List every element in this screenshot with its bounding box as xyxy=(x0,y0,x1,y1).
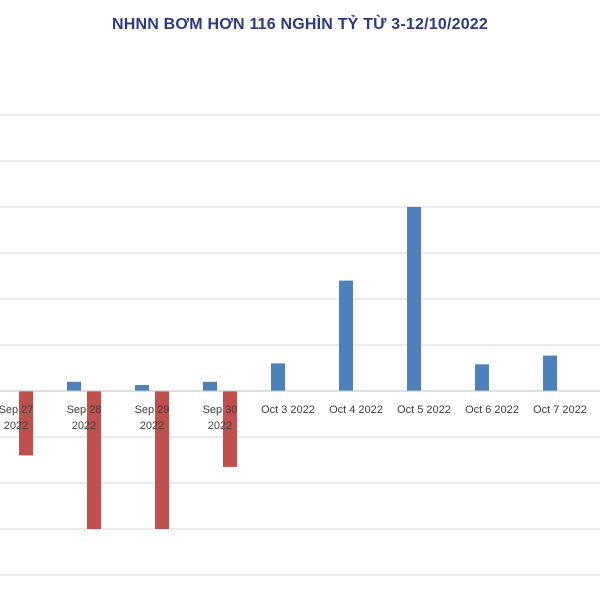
gridlines xyxy=(0,114,600,576)
x-tick-label-year: 2022 xyxy=(72,420,96,432)
bar-series-2-cat-1 xyxy=(19,391,33,456)
x-tick-label: Oct 6 2022 xyxy=(465,404,519,416)
x-tick-label: Sep 28 xyxy=(67,404,102,416)
x-tick-label-year: 2022 xyxy=(140,420,164,432)
x-tick-label: Sep 29 xyxy=(135,404,170,416)
x-tick-label: Sep 30 xyxy=(203,404,238,416)
bar-series-1-cat-7 xyxy=(407,207,421,391)
bar-series-2-cat-4 xyxy=(223,391,237,467)
x-tick-labels: Sep 27 2022 Sep 28 2022 Sep 29 2022 Sep 30 2022… xyxy=(0,404,587,432)
bar-series-1-cat-2 xyxy=(67,381,81,391)
x-tick-label-year: 2022 xyxy=(208,420,232,432)
chart-title: NHNN BƠM HƠN 116 NGHÌN TỶ TỪ 3-12/10/202… xyxy=(112,16,488,33)
bars xyxy=(19,207,557,529)
bar-series-1-cat-6 xyxy=(339,280,353,391)
bar-series-1-cat-4 xyxy=(203,381,217,391)
x-tick-label: Oct 7 2022 xyxy=(533,404,587,416)
x-tick-label-year: 2022 xyxy=(4,420,28,432)
bar-series-1-cat-3 xyxy=(135,385,149,391)
bar-series-1-cat-9 xyxy=(543,355,557,391)
bar-series-2-cat-2 xyxy=(87,391,101,529)
x-tick-label: Oct 4 2022 xyxy=(329,404,383,416)
bar-series-1-cat-8 xyxy=(475,364,489,391)
bar-series-2-cat-3 xyxy=(155,391,169,529)
bar-series-1-cat-5 xyxy=(271,363,285,391)
x-tick-label: Oct 5 2022 xyxy=(397,404,451,416)
x-tick-label: Sep 27 xyxy=(0,404,33,416)
x-tick-label: Oct 3 2022 xyxy=(261,404,315,416)
